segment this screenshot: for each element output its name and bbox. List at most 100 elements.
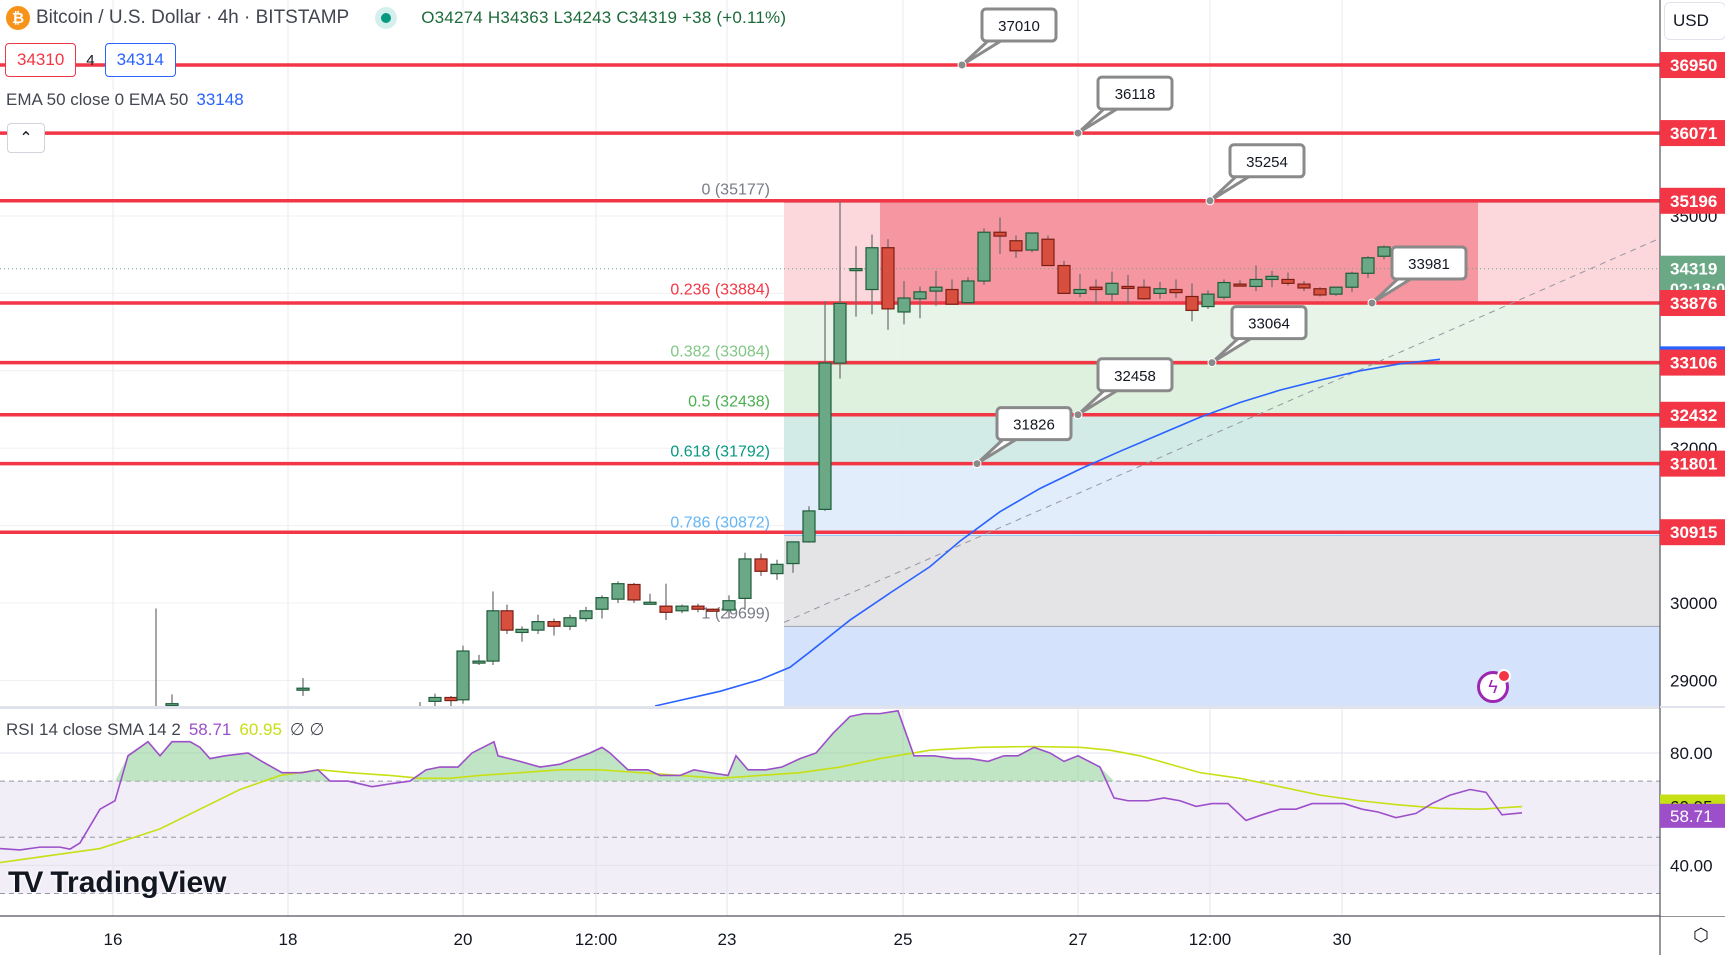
candle-up[interactable] [913, 291, 927, 300]
candle-down[interactable] [691, 605, 705, 610]
candle-up[interactable] [770, 563, 784, 575]
candle-up[interactable] [1201, 293, 1215, 308]
lightning-icon[interactable]: ϟ [1477, 669, 1511, 703]
candle-down[interactable] [444, 696, 458, 702]
candle-up[interactable] [579, 610, 593, 620]
fib-zone [784, 626, 1660, 706]
candle-up[interactable] [865, 247, 879, 291]
candle-up[interactable] [531, 621, 545, 631]
candle-up[interactable] [486, 610, 500, 662]
price-tag[interactable] [1660, 289, 1725, 316]
pane-separator[interactable] [0, 706, 1660, 709]
candle-down[interactable] [659, 605, 673, 613]
time-tick-label: 25 [894, 930, 913, 949]
rsi-overbought-fill [0, 710, 1522, 782]
candle-up[interactable] [1025, 232, 1039, 251]
candle-up[interactable] [1377, 246, 1391, 257]
collapse-legend-button[interactable]: ⌃ [7, 123, 45, 153]
symbol-title[interactable]: Bitcoin / U.S. Dollar · 4h · BITSTAMP [36, 7, 350, 28]
candle-up[interactable] [722, 600, 736, 611]
callout-box[interactable] [1230, 305, 1308, 341]
candle-up[interactable] [456, 650, 470, 701]
candle-up[interactable] [738, 558, 752, 599]
candle-up[interactable] [563, 617, 577, 627]
market-status-icon[interactable] [375, 7, 398, 29]
ema-line [654, 358, 1441, 707]
callout-box[interactable] [995, 406, 1073, 442]
price-tag[interactable] [1660, 519, 1725, 546]
candle-down[interactable] [881, 247, 895, 310]
buy-button[interactable]: 34314 [104, 43, 176, 77]
ema-legend[interactable]: EMA 50 close 0 EMA 50 33148 [6, 90, 244, 110]
candle-down[interactable] [1169, 288, 1183, 294]
candle-up[interactable] [1073, 288, 1087, 294]
candle-down[interactable] [1137, 286, 1151, 300]
candle-up[interactable] [1265, 275, 1279, 281]
price-tag[interactable] [1660, 349, 1725, 376]
candle-up[interactable] [961, 280, 975, 304]
candle-up[interactable] [802, 510, 816, 543]
candle-up[interactable] [515, 628, 529, 634]
tradingview-logo[interactable]: TV TradingView [8, 866, 227, 900]
candle-down[interactable] [627, 583, 641, 601]
callout-box[interactable] [1096, 75, 1174, 111]
candle-down[interactable] [1185, 295, 1199, 312]
candle-up[interactable] [1329, 286, 1343, 295]
time-axis[interactable] [0, 916, 1725, 955]
candle-down[interactable] [547, 621, 561, 627]
candle-up[interactable] [818, 362, 832, 510]
candle-down[interactable] [1297, 283, 1311, 289]
callout-box[interactable] [1228, 143, 1306, 179]
price-tag[interactable] [1660, 120, 1725, 147]
candle-up[interactable] [977, 231, 991, 282]
candle-up[interactable] [1153, 288, 1167, 294]
candle-up[interactable] [833, 302, 847, 364]
candle-up[interactable] [929, 286, 943, 292]
candle-up[interactable] [1249, 278, 1263, 288]
candle-down[interactable] [500, 610, 514, 631]
candle-up[interactable] [595, 597, 609, 610]
candle-up[interactable] [1345, 272, 1359, 288]
candle-down[interactable] [754, 558, 768, 572]
trend-line[interactable] [783, 239, 1657, 623]
candle-down[interactable] [1281, 278, 1295, 284]
price-tag[interactable] [1660, 52, 1725, 79]
candle-up[interactable] [1105, 282, 1119, 295]
callout-box[interactable] [1390, 245, 1468, 281]
price-tag[interactable] [1660, 450, 1725, 477]
candle-down[interactable] [993, 231, 1007, 237]
time-tick-label: 16 [104, 930, 123, 949]
candle-down[interactable] [1057, 264, 1071, 294]
candle-up[interactable] [1217, 281, 1231, 298]
callout-box[interactable] [980, 7, 1058, 43]
price-tag-label: 34319 [1670, 260, 1717, 279]
candle-down[interactable] [1009, 240, 1023, 252]
candle-down[interactable] [706, 608, 720, 612]
candle-down[interactable] [1313, 288, 1327, 296]
candle-up[interactable] [611, 583, 625, 600]
candle-down[interactable] [1089, 286, 1103, 291]
sell-button[interactable]: 34310 [5, 43, 77, 77]
candle-up[interactable] [296, 687, 310, 691]
candle-down[interactable] [945, 288, 959, 305]
price-tag[interactable] [1660, 187, 1725, 214]
candle-up[interactable] [643, 601, 657, 605]
callout-box[interactable] [1096, 357, 1174, 393]
candle-down[interactable] [1233, 283, 1247, 287]
candle-up[interactable] [897, 297, 911, 313]
candle-down[interactable] [1121, 285, 1135, 290]
candle-up[interactable] [675, 605, 689, 612]
fib-label: 0.786 (30872) [670, 515, 770, 532]
currency-button[interactable]: USD [1664, 2, 1725, 40]
candle-up[interactable] [472, 660, 486, 664]
candle-up[interactable] [786, 541, 800, 565]
candle-up[interactable] [1361, 257, 1375, 274]
candle-up[interactable] [165, 703, 179, 707]
rsi-legend[interactable]: RSI 14 close SMA 14 2 58.71 60.95 ∅ ∅ [6, 720, 324, 740]
settings-icon[interactable]: ⬡ [1693, 925, 1709, 945]
candle-down[interactable] [1041, 238, 1055, 267]
candle-up[interactable] [849, 268, 863, 272]
candle-up[interactable] [428, 696, 442, 702]
price-tag[interactable] [1660, 401, 1725, 428]
